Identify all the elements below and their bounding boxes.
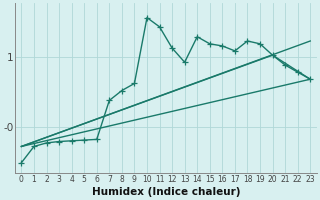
X-axis label: Humidex (Indice chaleur): Humidex (Indice chaleur) <box>92 187 240 197</box>
